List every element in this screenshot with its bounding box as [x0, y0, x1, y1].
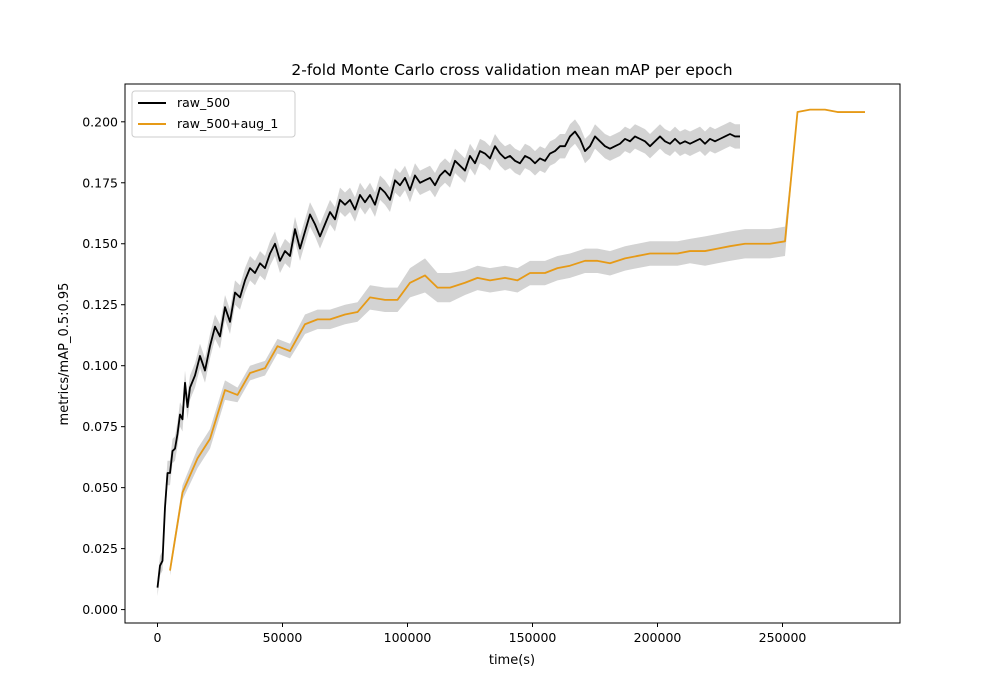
legend-label-raw-500: raw_500	[177, 95, 230, 110]
x-tick-label: 200000	[634, 630, 682, 645]
plot-frame	[124, 83, 901, 624]
confidence-bands	[157, 109, 865, 597]
y-axis-ticks: 0.000 0.025 0.050 0.075 0.100 0.125 0.150 0.175…	[82, 114, 125, 617]
chart-title: 2-fold Monte Carlo cross validation mean…	[291, 61, 732, 79]
y-axis-label: metrics/mAP_0.5:0.95	[57, 283, 72, 426]
series-line-raw-500	[156, 130, 740, 588]
x-tick-label: 150000	[509, 630, 557, 645]
legend-label-raw-500-aug-1: raw_500+aug_1	[177, 116, 278, 131]
band-raw-500-aug-1	[170, 109, 865, 576]
legend: raw_500 raw_500+aug_1	[131, 90, 296, 138]
band-raw-500	[157, 119, 740, 597]
y-tick-label: 0.200	[82, 114, 118, 129]
legend-box	[131, 90, 296, 138]
x-axis-label: time(s)	[489, 653, 535, 668]
y-tick-label: 0.000	[82, 602, 118, 617]
x-tick-label: 100000	[384, 630, 432, 645]
series-lines	[156, 108, 865, 588]
x-tick-label: 50000	[263, 630, 303, 645]
x-tick-label: 250000	[759, 630, 807, 645]
y-tick-label: 0.025	[82, 541, 118, 556]
y-tick-label: 0.100	[82, 358, 118, 373]
y-tick-label: 0.125	[82, 297, 118, 312]
y-tick-label: 0.150	[82, 236, 118, 251]
y-tick-label: 0.075	[82, 419, 118, 434]
x-tick-label: 0	[154, 630, 162, 645]
y-tick-label: 0.050	[82, 480, 118, 495]
series-line-raw-500-aug-1	[169, 108, 865, 571]
x-axis-ticks: 0 50000 100000 150000 200000 250000	[154, 623, 807, 645]
y-tick-label: 0.175	[82, 175, 118, 190]
